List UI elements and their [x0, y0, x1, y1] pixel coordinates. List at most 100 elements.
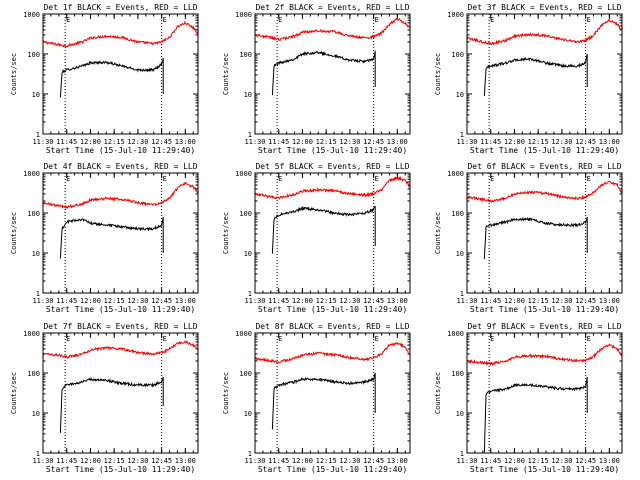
y-tick-label: 1: [36, 450, 40, 458]
y-tick-label: 10: [32, 250, 40, 258]
chart-panel-9: Det 9f BLACK = Events, RED = LLD Counts/s…: [434, 322, 623, 474]
y-tick-label: 10: [456, 410, 464, 418]
x-tick-label: 11:45: [56, 138, 77, 146]
marker-label: E: [490, 335, 494, 343]
marker-label: E: [587, 175, 591, 183]
y-axis-label: Counts/sec: [222, 372, 230, 414]
x-tick-label: 12:45: [363, 297, 384, 305]
x-tick-label: 12:45: [575, 457, 596, 465]
x-axis-label: Start Time (15-Jul-10 11:29:40): [470, 465, 619, 474]
x-tick-label: 12:15: [528, 457, 549, 465]
lld-series-line: [254, 17, 411, 42]
plot-frame: [466, 13, 623, 135]
x-tick-label: 13:00: [599, 457, 620, 465]
x-axis-label: Start Time (15-Jul-10 11:29:40): [258, 305, 407, 314]
y-tick-label: 100: [27, 51, 40, 59]
y-axis-label: Counts/sec: [434, 372, 442, 414]
x-tick-label: 12:15: [316, 138, 337, 146]
events-series-line: [483, 216, 588, 260]
y-tick-label: 1: [460, 131, 464, 139]
x-tick-label: 11:30: [244, 138, 265, 146]
x-tick-label: 11:30: [244, 457, 265, 465]
x-tick-label: 11:30: [244, 297, 265, 305]
x-axis-label: Start Time (15-Jul-10 11:29:40): [258, 465, 407, 474]
x-tick-label: 11:30: [32, 138, 53, 146]
chart-panel-1: Det 1f BLACK = Events, RED = LLD Counts/s…: [10, 3, 199, 155]
marker-label: E: [163, 16, 167, 24]
chart-title: Det 6f BLACK = Events, RED = LLD: [467, 162, 621, 171]
marker-label: E: [490, 16, 494, 24]
x-tick-label: 12:30: [551, 457, 572, 465]
x-tick-label: 11:30: [32, 457, 53, 465]
x-tick-label: 11:45: [268, 457, 289, 465]
chart-title: Det 8f BLACK = Events, RED = LLD: [255, 322, 409, 331]
chart-panel-5: Det 5f BLACK = Events, RED = LLD Counts/s…: [222, 162, 411, 314]
x-tick-label: 12:00: [504, 297, 525, 305]
chart-panel-4: Det 4f BLACK = Events, RED = LLD Counts/s…: [10, 162, 199, 314]
y-tick-label: 10: [456, 250, 464, 258]
chart-panel-8: Det 8f BLACK = Events, RED = LLD Counts/s…: [222, 322, 411, 474]
x-tick-label: 13:00: [599, 297, 620, 305]
x-tick-label: 12:15: [528, 297, 549, 305]
x-tick-label: 13:00: [387, 297, 408, 305]
x-tick-label: 12:30: [127, 297, 148, 305]
marker-label: E: [66, 175, 70, 183]
x-axis-label: Start Time (15-Jul-10 11:29:40): [46, 146, 195, 155]
y-tick-label: 100: [451, 51, 464, 59]
x-tick-label: 11:45: [480, 457, 501, 465]
chart-title: Det 9f BLACK = Events, RED = LLD: [467, 322, 621, 331]
x-tick-label: 11:30: [456, 297, 477, 305]
x-tick-label: 13:00: [175, 138, 196, 146]
x-tick-label: 13:00: [387, 138, 408, 146]
x-tick-label: 12:30: [551, 138, 572, 146]
events-series-line: [59, 57, 164, 98]
chart-panel-3: Det 3f BLACK = Events, RED = LLD Counts/s…: [434, 3, 623, 155]
x-tick-label: 12:15: [316, 457, 337, 465]
x-tick-label: 12:30: [127, 138, 148, 146]
y-tick-label: 1: [36, 290, 40, 298]
x-tick-label: 12:45: [363, 138, 384, 146]
events-series-line: [59, 376, 164, 433]
x-tick-label: 12:30: [339, 138, 360, 146]
y-tick-label: 10: [244, 410, 252, 418]
x-tick-label: 13:00: [599, 138, 620, 146]
lld-series-line: [254, 175, 411, 200]
events-series-line: [483, 53, 588, 97]
x-tick-label: 12:15: [104, 457, 125, 465]
x-tick-label: 12:30: [339, 457, 360, 465]
x-tick-label: 12:00: [80, 297, 101, 305]
x-tick-label: 12:15: [104, 138, 125, 146]
lld-series-line: [466, 180, 623, 203]
marker-label: E: [375, 335, 379, 343]
chart-title: Det 7f BLACK = Events, RED = LLD: [43, 322, 197, 331]
x-axis-label: Start Time (15-Jul-10 11:29:40): [470, 305, 619, 314]
events-series-line: [59, 216, 164, 259]
x-tick-label: 12:45: [575, 297, 596, 305]
x-tick-label: 13:00: [387, 457, 408, 465]
marker-label: E: [163, 335, 167, 343]
y-axis-label: Counts/sec: [434, 53, 442, 95]
x-axis-label: Start Time (15-Jul-10 11:29:40): [46, 465, 195, 474]
y-tick-label: 100: [451, 370, 464, 378]
x-tick-label: 13:00: [175, 457, 196, 465]
y-tick-label: 10: [32, 410, 40, 418]
x-tick-label: 12:15: [104, 297, 125, 305]
y-axis-label: Counts/sec: [10, 53, 18, 95]
x-tick-label: 11:30: [32, 297, 53, 305]
x-tick-label: 11:45: [56, 297, 77, 305]
marker-label: E: [66, 335, 70, 343]
y-tick-label: 1000: [23, 170, 40, 178]
x-tick-label: 12:45: [363, 457, 384, 465]
y-tick-label: 10: [32, 91, 40, 99]
chart-title: Det 4f BLACK = Events, RED = LLD: [43, 162, 197, 171]
events-series-line: [271, 372, 376, 430]
x-tick-label: 11:30: [456, 457, 477, 465]
y-tick-label: 100: [239, 370, 252, 378]
y-tick-label: 1000: [23, 330, 40, 338]
y-tick-label: 1: [248, 131, 252, 139]
marker-label: E: [278, 335, 282, 343]
y-tick-label: 10: [244, 91, 252, 99]
y-tick-label: 100: [451, 210, 464, 218]
x-tick-label: 12:00: [504, 138, 525, 146]
